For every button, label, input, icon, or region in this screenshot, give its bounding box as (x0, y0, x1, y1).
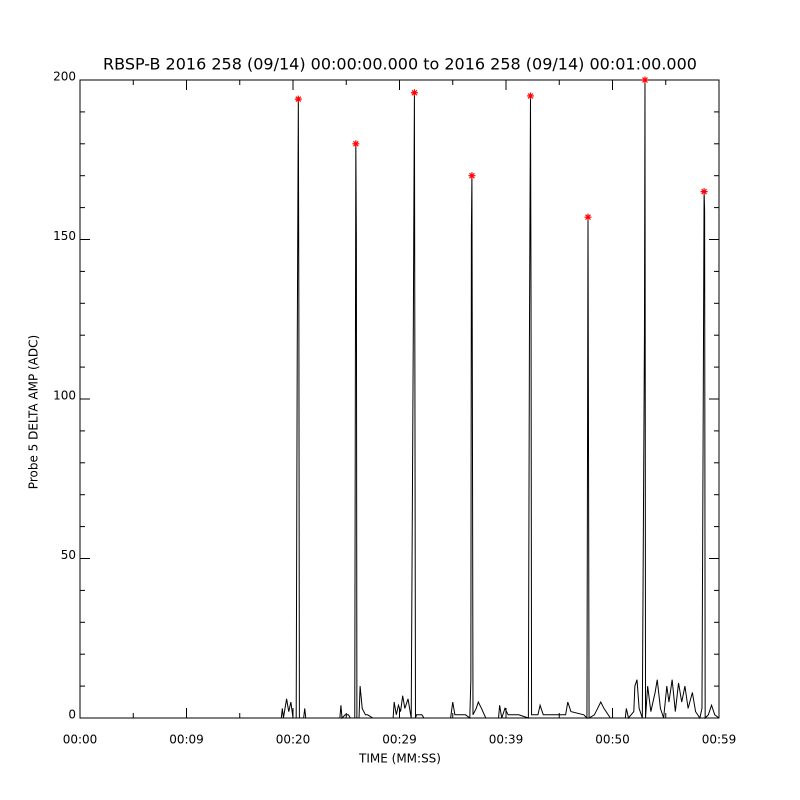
chart-title: RBSP-B 2016 258 (09/14) 00:00:00.000 to … (103, 55, 697, 74)
y-tick-label: 100 (53, 389, 76, 403)
x-tick-label: 00:39 (489, 733, 524, 747)
plot-frame (79, 79, 720, 719)
x-tick-label: 00:00 (63, 733, 98, 747)
peak-marker (468, 172, 476, 180)
peak-marker (526, 92, 534, 100)
x-tick-label: 00:29 (382, 733, 417, 747)
x-tick-label: 00:20 (276, 733, 311, 747)
y-axis-label: Probe 5 DELTA AMP (ADC) (27, 335, 41, 489)
peak-marker (584, 213, 592, 221)
peak-marker (294, 95, 302, 103)
peak-marker (641, 76, 649, 84)
peak-marker (352, 140, 360, 148)
x-tick-label: 00:59 (702, 733, 737, 747)
y-tick-label: 150 (53, 229, 76, 243)
x-tick-label: 00:50 (595, 733, 630, 747)
y-tick-label: 50 (61, 548, 76, 562)
x-axis-label: TIME (MM:SS) (358, 752, 441, 766)
x-tick-label: 00:09 (169, 733, 204, 747)
data-line (80, 79, 720, 720)
peak-marker (700, 188, 708, 196)
y-tick-label: 0 (68, 708, 76, 722)
y-tick-label: 200 (53, 70, 76, 84)
peak-marker (410, 89, 418, 97)
